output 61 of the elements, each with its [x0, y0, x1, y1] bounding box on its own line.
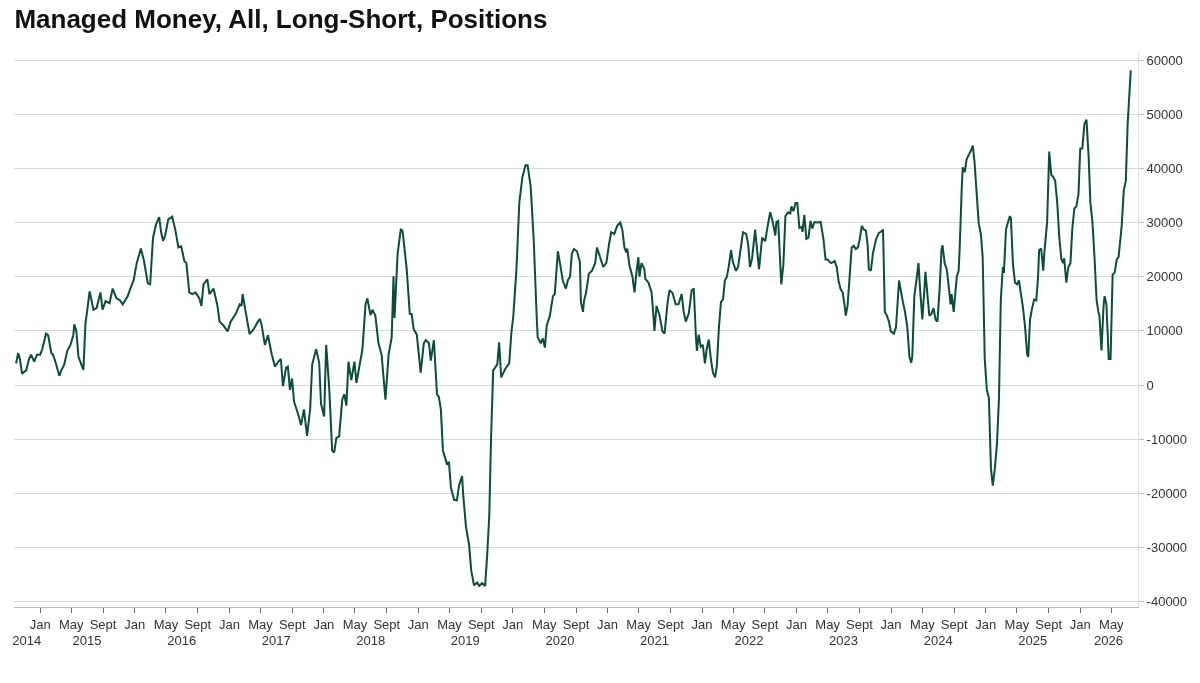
x2-tick-label: 2015 [72, 633, 102, 648]
x-tick-label: May [153, 616, 179, 632]
x-tick-label: Jan [1069, 616, 1091, 632]
y-tick-label: 20000 [1146, 269, 1183, 285]
y-tick-label: 50000 [1146, 106, 1183, 122]
y-tick-label: -20000 [1146, 485, 1188, 501]
x-tick-label: Jan [786, 616, 808, 632]
x2-tick-label: 2023 [828, 633, 858, 648]
x2-tick-label: 2021 [639, 633, 669, 648]
line-series [15, 69, 1132, 587]
x2-tick-label: 2022 [734, 633, 764, 648]
x-tick-label: Sept [278, 616, 307, 632]
x2-tick-label: 2025 [1018, 633, 1048, 648]
x2-tick-label: 2016 [167, 633, 197, 648]
x-tick-label: Jan [691, 616, 713, 632]
x-tick-label: May [58, 616, 84, 632]
x-tick-label: Sept [657, 616, 685, 632]
y-tick-label: -10000 [1146, 431, 1188, 447]
y-tick-label: 0 [1146, 377, 1154, 393]
x-tick-label: Sept [373, 616, 401, 632]
x-tick-label: May [626, 616, 652, 632]
x2-tick-label: 2019 [450, 633, 480, 648]
y-tick-label: 10000 [1146, 323, 1183, 339]
y-tick-label: 60000 [1146, 52, 1183, 68]
x-tick-label: Sept [846, 616, 874, 632]
x-tick-label: Sept [1035, 616, 1063, 632]
y-tick-label: -40000 [1146, 594, 1188, 610]
x2-tick-label: 2014 [12, 633, 42, 648]
x-tick-label: Jan [218, 616, 240, 632]
x2-tick-label: 2020 [545, 633, 575, 648]
x-tick-label: Jan [124, 616, 146, 632]
x-tick-label: Jan [880, 616, 902, 632]
x-tick-label: May [815, 616, 841, 632]
x-tick-label: Sept [562, 616, 590, 632]
x2-tick-label: 2018 [356, 633, 386, 648]
x-tick-label: Jan [407, 616, 429, 632]
x-tick-label: May [910, 616, 936, 632]
x-tick-label: Sept [940, 616, 968, 632]
x-tick-label: May [1099, 616, 1125, 632]
chart-title: Managed Money, All, Long-Short, Positions [14, 4, 548, 35]
x2-tick-label: 2024 [923, 633, 953, 648]
x-tick-label: May [720, 616, 746, 632]
y-tick-label: -30000 [1146, 539, 1188, 555]
x-tick-label: Jan [502, 616, 524, 632]
y-tick-label: 30000 [1146, 215, 1183, 231]
x-tick-label: May [1004, 616, 1030, 632]
x-tick-label: May [531, 616, 557, 632]
x-tick-label: Jan [29, 616, 51, 632]
x-tick-label: Jan [975, 616, 997, 632]
x-tick-label: Jan [597, 616, 619, 632]
x-tick-label: Sept [184, 616, 212, 632]
y-tick-label: 40000 [1146, 160, 1183, 176]
x-tick-label: Sept [89, 616, 117, 632]
x2-tick-label: 2026 [1094, 633, 1123, 648]
x-tick-label: May [437, 616, 463, 632]
x-tick-label: Sept [467, 616, 496, 632]
x-tick-label: Sept [751, 616, 779, 632]
x-tick-label: May [248, 616, 274, 632]
x-tick-label: May [342, 616, 368, 632]
x2-tick-label: 2017 [261, 633, 291, 648]
x-tick-label: Jan [313, 616, 335, 632]
